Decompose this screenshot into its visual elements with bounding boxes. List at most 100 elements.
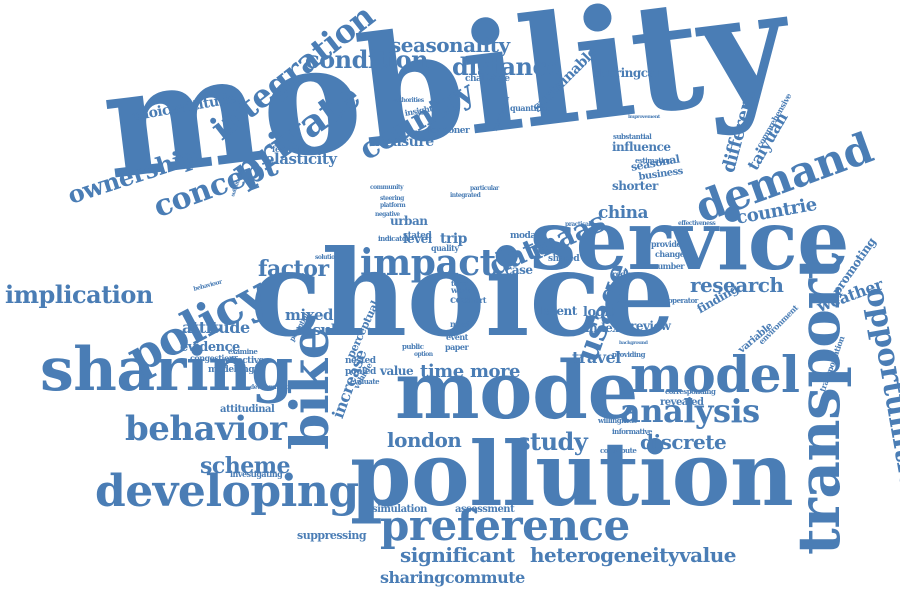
word-scheme: scheme [200, 453, 291, 479]
word-discrete: discrete [640, 430, 727, 454]
word-substantial: substantial [613, 132, 652, 141]
word-public: public [402, 342, 424, 351]
word-seasonality: seasonality [390, 33, 510, 57]
word-impact: impact [360, 242, 496, 284]
word-result: result [296, 321, 343, 339]
word-implication: implication [5, 280, 153, 309]
word-sharingcommute: sharingcommute [380, 568, 525, 587]
word-negative: negative [375, 211, 400, 218]
word-mixed: mixed [285, 306, 334, 324]
word-assessment: assessment [455, 504, 515, 515]
word-change: change [655, 249, 685, 259]
word-review: review [630, 319, 671, 333]
word-latent: latent [540, 304, 577, 318]
word-attitudinal: attitudinal [220, 404, 275, 415]
word-estimation: estimation [635, 156, 672, 165]
word-pooled: pooled [345, 367, 376, 377]
word-pollution: pollution [350, 422, 794, 526]
word-revealed: revealed [660, 397, 704, 408]
word-developing: developing [95, 466, 359, 517]
word-term: term [451, 279, 468, 288]
word-provide: provide [651, 239, 682, 249]
word-reduce: reduce [612, 269, 640, 279]
word-bike: bike [280, 326, 341, 450]
word-preference: preference [380, 501, 630, 550]
word-suppressing: suppressing [297, 529, 367, 542]
word-quantified: quantified [510, 103, 552, 113]
word-cost: cost [450, 295, 472, 306]
word-mode: mode [395, 343, 638, 437]
word-steering: steering [380, 195, 404, 202]
word-level: level [403, 232, 432, 246]
word-practical: practical [565, 221, 591, 228]
word-urban: urban [390, 214, 428, 228]
word-china: china [598, 203, 649, 223]
word-investigating: investigating [230, 469, 283, 479]
word-feasibility: feasibility [272, 144, 311, 154]
word-more: more [470, 361, 521, 382]
word-index: index [585, 321, 619, 335]
word-time: time [420, 361, 464, 382]
word-evidence: evidence [180, 340, 240, 355]
word-nested: nested [345, 356, 376, 366]
word-service: service [530, 193, 849, 289]
word-congestion: congestion [190, 353, 235, 363]
word-platform: platform [380, 202, 406, 209]
word-attitude: attitude [182, 318, 250, 337]
word-providing: providing [612, 350, 646, 359]
word-londoner: londoner [428, 126, 470, 136]
word-modelling: modelling [208, 365, 255, 375]
word-influence: influence [612, 140, 671, 154]
word-factor: factor [258, 256, 329, 282]
word-effective: effective [225, 356, 264, 366]
word-contribute: contribute [600, 446, 637, 455]
word-background: background [619, 340, 648, 346]
word-travel: travel [572, 348, 621, 367]
word-indicator: indicator [378, 234, 410, 243]
word-condition: condition [305, 45, 429, 74]
word-distance: distance [452, 52, 562, 81]
word-short: short [465, 295, 487, 305]
word-most: most [450, 319, 471, 329]
word-shared: shared [548, 254, 580, 264]
word-integrated: integrated [450, 192, 481, 199]
word-solution: solution [315, 254, 339, 261]
word-community: community [370, 184, 404, 191]
word-informative: informative [612, 427, 652, 436]
word-study: study [517, 427, 588, 456]
word-paper: paper [445, 342, 469, 352]
word-research: research [690, 273, 784, 297]
word-sharing: sharing [40, 335, 293, 405]
word-model: model [630, 345, 800, 404]
word-improvement: improvement [628, 114, 660, 120]
word-authorities: authorities [392, 97, 424, 104]
word-behavior: behavior [125, 409, 287, 449]
word-work: work [451, 285, 471, 295]
word-sharingcar: sharingcar [593, 66, 661, 80]
word-analysis: analysis [620, 392, 760, 430]
word-examine: examine [228, 347, 258, 356]
word-quality: quality [431, 243, 459, 253]
word-number: number [652, 261, 685, 271]
word-trip: trip [440, 231, 467, 247]
word-london: london [387, 428, 462, 452]
word-modal: modal [510, 231, 539, 241]
word-option: option [414, 351, 433, 358]
word-logit: logit [583, 305, 615, 320]
word-opportunities: opportunities [858, 284, 900, 509]
word-development: development [250, 384, 288, 391]
word-significant: significant [400, 543, 515, 567]
word-willingness: willingness [598, 416, 637, 425]
word-particular: particular [470, 185, 499, 192]
word-elasticity: elasticity [265, 150, 337, 168]
word-value: value [380, 364, 414, 378]
word-evaluate: evaluate [350, 377, 380, 386]
word-effectiveness: effectiveness [678, 220, 716, 227]
word-stated: stated [403, 231, 432, 241]
word-challenge: challenge [465, 74, 510, 84]
word-event: event [446, 332, 468, 342]
word-choice: choice [250, 224, 676, 363]
word-operator: operator [668, 296, 698, 305]
word-shorter: shorter [612, 179, 658, 193]
